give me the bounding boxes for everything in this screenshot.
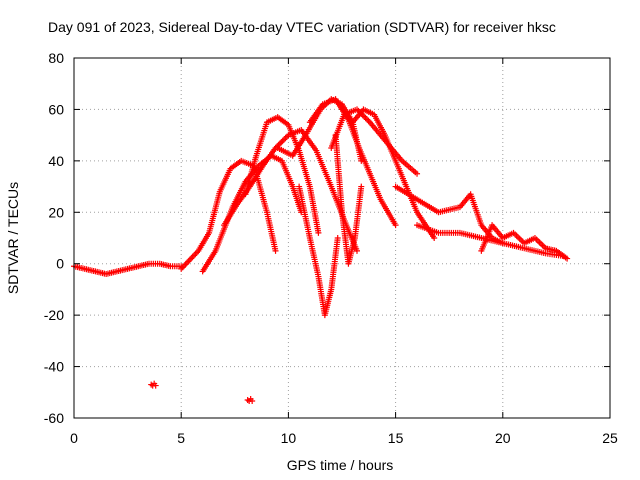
x-axis-label: GPS time / hours bbox=[287, 457, 394, 473]
x-tick-label: 10 bbox=[281, 430, 297, 446]
data-point bbox=[282, 135, 289, 141]
data-point bbox=[414, 170, 421, 177]
data-point bbox=[278, 139, 285, 146]
x-tick-label: 20 bbox=[495, 430, 511, 446]
chart-title: Day 091 of 2023, Sidereal Day-to-day VTE… bbox=[48, 19, 556, 35]
y-tick-label: -60 bbox=[44, 410, 64, 426]
data-point bbox=[279, 137, 286, 144]
data-points bbox=[71, 96, 571, 404]
data-point bbox=[275, 142, 282, 149]
y-tick-label: -20 bbox=[44, 307, 64, 323]
data-point bbox=[358, 183, 365, 190]
data-point bbox=[564, 255, 571, 262]
data-point bbox=[315, 229, 322, 236]
x-tick-label: 25 bbox=[602, 430, 618, 446]
axis-ticks: 0 5 10 15 20 25 -60 -40 -20 0 20 40 60 80 bbox=[44, 50, 618, 446]
y-tick-label: 0 bbox=[56, 256, 64, 272]
data-point bbox=[249, 398, 256, 404]
data-point bbox=[431, 235, 438, 241]
data-point bbox=[281, 136, 288, 143]
y-tick-label: -40 bbox=[44, 359, 64, 375]
data-point bbox=[364, 116, 371, 123]
y-tick-label: 80 bbox=[48, 50, 64, 66]
data-point bbox=[334, 235, 341, 241]
y-axis-label: SDTVAR / TECUs bbox=[5, 182, 21, 294]
y-tick-label: 40 bbox=[48, 153, 64, 169]
x-tick-label: 5 bbox=[177, 430, 185, 446]
data-point bbox=[362, 115, 369, 121]
data-point bbox=[354, 247, 361, 254]
data-point bbox=[272, 247, 279, 254]
x-tick-label: 0 bbox=[70, 430, 78, 446]
y-tick-label: 60 bbox=[48, 101, 64, 117]
y-tick-label: 20 bbox=[48, 204, 64, 220]
x-tick-label: 15 bbox=[388, 430, 404, 446]
data-point bbox=[392, 222, 399, 229]
plot-frame bbox=[73, 57, 611, 419]
data-point bbox=[365, 117, 372, 124]
data-point bbox=[152, 382, 159, 389]
